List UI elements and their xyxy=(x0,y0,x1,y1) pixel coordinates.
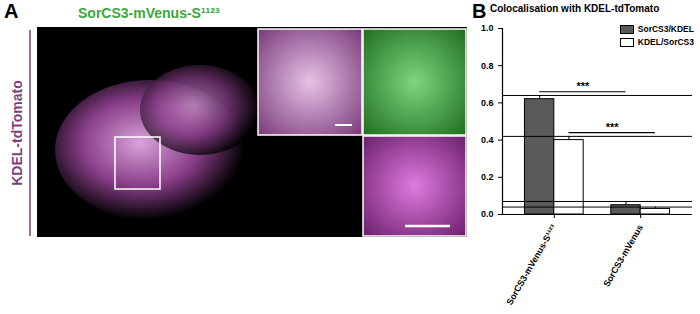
svg-text:SorCS3-mVenus: SorCS3-mVenus xyxy=(601,223,645,289)
svg-text:KDEL-tdTomato: KDEL-tdTomato xyxy=(9,80,25,186)
svg-text:***: *** xyxy=(606,121,620,133)
svg-text:SorCS3-mVenus-S¹¹²³: SorCS3-mVenus-S¹¹²³ xyxy=(78,5,220,21)
svg-text:0.8: 0.8 xyxy=(481,61,494,71)
svg-text:***: *** xyxy=(576,80,590,92)
svg-text:1.0: 1.0 xyxy=(481,23,494,33)
svg-text:SorCS3-mVenus-S¹¹²³: SorCS3-mVenus-S¹¹²³ xyxy=(504,223,558,307)
html-text:SorCS3/KDEL: SorCS3/KDEL xyxy=(637,24,694,34)
svg-text:0.6: 0.6 xyxy=(481,98,494,108)
svg-text:0.0: 0.0 xyxy=(481,209,494,219)
html-text:KDEL/SorCS3: KDEL/SorCS3 xyxy=(637,37,694,47)
svg-text:0.2: 0.2 xyxy=(481,172,494,182)
svg-text:0.4: 0.4 xyxy=(481,135,494,145)
svg-text:A: A xyxy=(4,0,18,22)
html-text:B Colocalisation with KDEL-tdT: B Colocalisation with KDEL-tdTomato xyxy=(472,0,660,22)
